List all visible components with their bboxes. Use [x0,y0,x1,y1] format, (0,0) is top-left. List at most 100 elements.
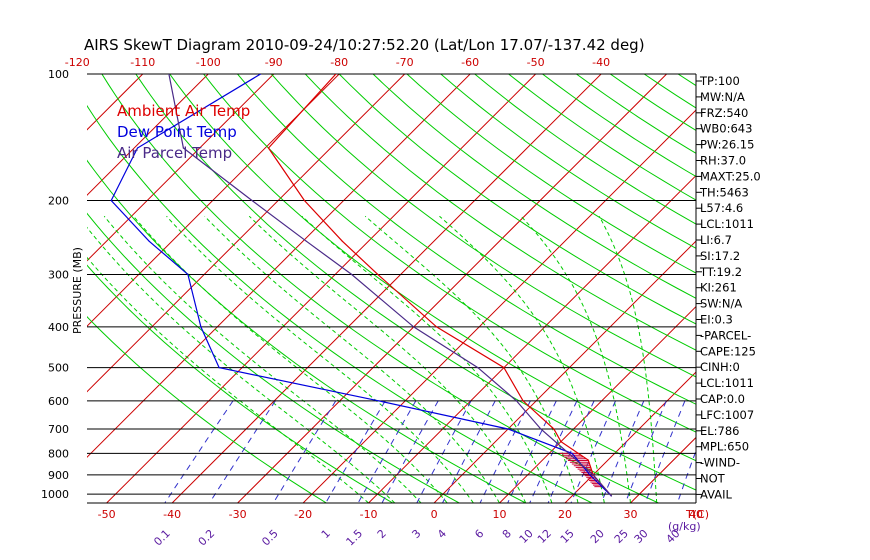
dry-adiabat-line [237,74,696,405]
pressure-tick-label: 300 [48,268,69,281]
index-value: MPL:650 [700,440,749,454]
dry-adiabat-line [372,74,696,299]
moist-adiabat-line [598,215,658,503]
mixing-ratio-unit-label: (g/kg) [668,520,701,533]
index-value: MW:N/A [700,90,745,104]
mixing-ratio-label: 3 [409,527,423,541]
dry-adiabat-line [406,74,696,274]
mixing-ratio-line [676,449,696,503]
mixing-ratio-line [479,400,531,503]
ambient-temp-curve-point [587,459,589,461]
parcel-temp-curve-point [413,326,415,328]
mixing-ratio-label: 30 [632,527,651,546]
index-value: SW:N/A [700,297,742,311]
moist-adiabat-line [133,215,448,503]
dry-adiabat-line [338,74,696,325]
mixing-ratio-line [164,400,234,503]
index-value: CAP:0.0 [700,392,745,406]
dew-point-curve-point [148,240,150,242]
moist-adiabat-line [301,215,553,503]
top-temp-tick-label: -90 [265,56,283,69]
dew-point-curve-point [260,74,262,75]
isotherm-line [499,305,696,503]
dew-point-curve-point [378,400,380,402]
bottom-temp-tick-label: 30 [624,508,638,521]
mixing-ratio-label: 1.5 [344,527,366,549]
mixing-ratio-label: 15 [558,527,577,546]
top-temp-tick-label: -50 [527,56,545,69]
bottom-temp-tick-label: 40 [689,508,703,521]
ambient-temp-curve-point [303,199,306,202]
mixing-ratio-line [624,400,667,503]
mixing-ratio-line [529,400,578,503]
dry-adiabat-line [87,212,460,503]
mixing-ratio-line [570,400,616,503]
index-value: TP:100 [699,74,740,88]
mixing-ratio-label: 0.2 [196,527,218,549]
dry-adiabat-line [304,74,696,351]
index-value: -WIND- [700,456,740,470]
dew-point-curve-point [218,367,220,369]
dry-adiabat-line [271,74,696,378]
legend-entry: Ambient Air Temp [117,102,250,120]
mixing-ratio-line [507,400,557,503]
legend-entry: Dew Point Temp [117,123,237,141]
mixing-ratio-line [272,400,337,503]
mixing-ratio-line [644,400,686,503]
isotherm-line [106,74,536,503]
isotherm-line [0,74,77,503]
isotherm-line [87,74,275,262]
parcel-temp-curve-point [592,474,594,476]
top-temp-tick-label: -70 [396,56,414,69]
ambient-temp-curve-point [522,400,524,402]
ambient-temp-curve [267,74,612,497]
dry-adiabat-line [87,104,593,503]
mixing-ratio-line [209,400,276,503]
index-value: LI:6.7 [700,233,732,247]
bottom-temp-tick-label: -10 [360,508,378,521]
index-value: TH:5463 [699,185,749,199]
dew-point-curve-point [589,474,591,476]
isotherm-line [761,74,870,503]
top-temp-tick-label: -110 [130,56,155,69]
dew-point-curve-point [200,326,202,328]
dry-adiabat-line [576,74,696,154]
mixing-ratio-line [325,400,386,503]
mixing-ratio-label: 4 [435,527,449,541]
isotherm-line [87,74,340,327]
legend-entry: Air Parcel Temp [117,144,232,162]
parcel-temp-curve-point [610,495,613,497]
ambient-temp-curve-point [377,273,379,276]
legend: Ambient Air Temp Dew Point Temp Air Parcel… [117,102,250,162]
parcel-temp-curve-point [182,147,184,149]
isotherm-line [827,74,870,503]
dry-adiabat-line [440,74,696,249]
dry-adiabat-line [203,74,696,433]
index-value: CINH:0 [700,360,740,374]
pressure-tick-label: 500 [48,362,69,375]
mixing-ratio-label: 0.1 [151,527,173,549]
bottom-temp-tick-label: -50 [98,508,116,521]
mixing-ratio-label: 0.5 [259,527,281,549]
isotherm-line [237,74,667,503]
moist-adiabat-line [204,215,500,503]
ambient-temp-curve-point [503,367,505,369]
isotherm-line [87,74,209,196]
parcel-temp-curve-point [568,452,570,454]
mixing-ratio-line [357,400,417,503]
moist-adiabat-line [248,215,527,503]
index-value: PW:26.15 [700,138,754,152]
pressure-tick-label: 700 [48,423,69,436]
index-value: -PARCEL- [700,328,751,342]
bottom-temp-tick-label: 20 [558,508,572,521]
mixing-ratio-label: 10 [517,527,536,546]
parcel-temp-curve-point [540,428,542,430]
ambient-temp-curve-point [560,441,562,443]
dew-point-curve-point [507,428,509,430]
moist-adiabat-line [103,215,422,503]
isotherm-line [302,109,696,503]
index-value: EL:786 [700,424,740,438]
index-value: KI:261 [700,281,737,295]
top-temp-tick-label: -120 [65,56,90,69]
mixing-ratio-label: 20 [588,527,607,546]
